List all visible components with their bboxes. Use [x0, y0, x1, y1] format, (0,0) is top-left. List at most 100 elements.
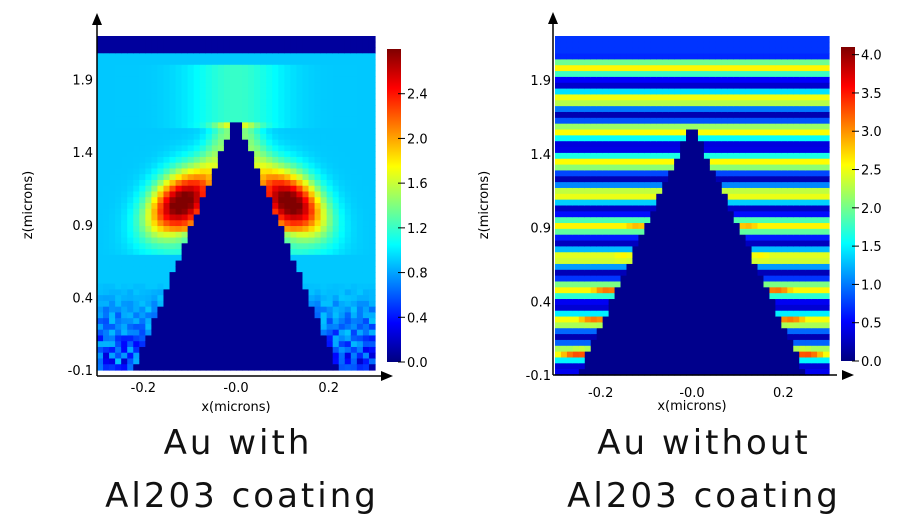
heatmap-cell [632, 106, 639, 112]
heatmap-cell [163, 134, 170, 140]
heatmap-cell [740, 71, 747, 77]
heatmap-cell [680, 270, 687, 276]
heatmap-cell [109, 59, 116, 65]
heatmap-cell [662, 246, 669, 252]
heatmap-cell [621, 252, 628, 258]
heatmap-cell [758, 141, 765, 147]
heatmap-cell [728, 130, 735, 136]
heatmap-cell [194, 122, 201, 128]
heatmap-cell [157, 238, 164, 244]
heatmap-cell [686, 182, 693, 188]
heatmap-cell [609, 276, 616, 282]
heatmap-cell [746, 357, 753, 363]
heatmap-cell [290, 174, 297, 180]
heatmap-cell [775, 54, 782, 60]
heatmap-cell [151, 341, 158, 347]
heatmap-cell [284, 48, 291, 54]
heatmap-cell [763, 264, 770, 270]
heatmap-cell [704, 112, 711, 118]
heatmap-cell [309, 174, 316, 180]
heatmap-cell [591, 141, 598, 147]
heatmap-cell [236, 295, 243, 301]
heatmap-cell [555, 130, 562, 136]
heatmap-cell [734, 211, 741, 217]
heatmap-cell [716, 340, 723, 346]
heatmap-cell [769, 276, 776, 282]
heatmap-cell [573, 328, 580, 334]
heatmap-cell [674, 159, 681, 165]
heatmap-cell [266, 324, 273, 330]
heatmap-cell [686, 94, 693, 100]
heatmap-cell [103, 94, 110, 100]
heatmap-cell [157, 71, 164, 77]
heatmap-cell [151, 295, 158, 301]
heatmap-cell [170, 36, 177, 42]
heatmap-cell [369, 99, 376, 105]
heatmap-cell [769, 299, 776, 305]
heatmap-cell [363, 59, 370, 65]
heatmap-cell [200, 157, 207, 163]
heatmap-cell [163, 128, 170, 134]
heatmap-cell [740, 241, 747, 247]
heatmap-cell [781, 281, 788, 287]
heatmap-cell [182, 94, 189, 100]
heatmap-cell [200, 347, 207, 353]
heatmap-cell [224, 358, 231, 364]
heatmap-cell [638, 235, 645, 241]
heatmap-cell [333, 94, 340, 100]
heatmap-cell [686, 170, 693, 176]
heatmap-cell [710, 65, 717, 71]
heatmap-cell [109, 117, 116, 123]
heatmap-cell [591, 252, 598, 258]
heatmap-cell [650, 59, 657, 65]
heatmap-cell [716, 293, 723, 299]
heatmap-cell [339, 186, 346, 192]
heatmap-cell [769, 229, 776, 235]
heatmap-cell [194, 94, 201, 100]
heatmap-cell [266, 42, 273, 48]
heatmap-cell [321, 261, 328, 267]
heatmap-cell [644, 328, 651, 334]
heatmap-cell [638, 135, 645, 141]
heatmap-cell [242, 111, 249, 117]
heatmap-cell [127, 261, 134, 267]
heatmap-cell [345, 134, 352, 140]
heatmap-cell [722, 124, 729, 130]
heatmap-cell [103, 59, 110, 65]
heatmap-cell [333, 266, 340, 272]
heatmap-cell [680, 135, 687, 141]
heatmap-cell [206, 59, 213, 65]
heatmap-cell [674, 65, 681, 71]
heatmap-cell [309, 180, 316, 186]
heatmap-cell [668, 100, 675, 106]
heatmap-cell [781, 65, 788, 71]
heatmap-cell [734, 112, 741, 118]
heatmap-cell [230, 232, 237, 238]
heatmap-cell [218, 226, 225, 232]
heatmap-cell [722, 206, 729, 212]
heatmap-cell [266, 341, 273, 347]
heatmap-cell [357, 145, 364, 151]
heatmap-cell [363, 301, 370, 307]
heatmap-cell [296, 289, 303, 295]
heatmap-cell [644, 287, 651, 293]
heatmap-cell [704, 48, 711, 54]
heatmap-cell [97, 312, 104, 318]
heatmap-cell [296, 168, 303, 174]
heatmap-cell [603, 217, 610, 223]
heatmap-cell [266, 307, 273, 313]
heatmap-cell [170, 347, 177, 353]
heatmap-cell [284, 128, 291, 134]
heatmap-cell [656, 340, 663, 346]
heatmap-cell [242, 94, 249, 100]
heatmap-cell [212, 220, 219, 226]
heatmap-cell [775, 100, 782, 106]
heatmap-cell [176, 318, 183, 324]
heatmap-cell [632, 36, 639, 42]
heatmap-cell [644, 317, 651, 323]
heatmap-cell [597, 229, 604, 235]
heatmap-cell [644, 71, 651, 77]
heatmap-cell [722, 200, 729, 206]
heatmap-cell [115, 307, 122, 313]
heatmap-cell [103, 220, 110, 226]
